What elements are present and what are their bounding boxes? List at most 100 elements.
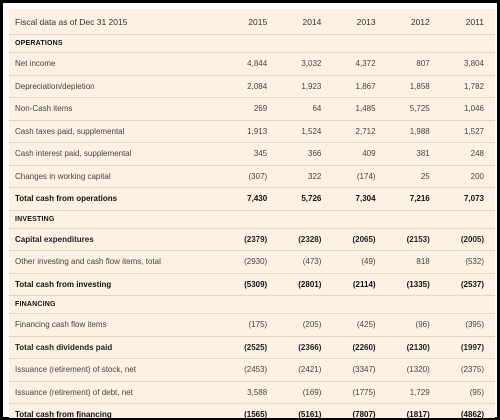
row-value: (2930) xyxy=(224,250,279,274)
row-value: (1817) xyxy=(386,403,441,418)
row-value: (1565) xyxy=(224,403,279,418)
row-value: (2260) xyxy=(332,336,387,359)
row-value: 1,782 xyxy=(440,75,495,98)
row-value: (49) xyxy=(332,250,387,274)
row-value: (2366) xyxy=(278,336,333,359)
row-value: 4,844 xyxy=(224,52,279,76)
row-value: 3,804 xyxy=(440,52,495,76)
row-value: 345 xyxy=(224,142,279,166)
row-value: 409 xyxy=(332,142,387,166)
table-row: Capital expenditures (2379) (2328) (2065) (2… xyxy=(9,228,495,251)
row-value: (2421) xyxy=(278,358,333,382)
row-value: 200 xyxy=(440,165,495,188)
row-value: (5309) xyxy=(224,273,279,296)
row-value: 7,216 xyxy=(386,187,441,211)
row-value: (174) xyxy=(332,165,387,188)
table-row: Financing cash flow items (175) (205) (425)… xyxy=(9,313,495,337)
row-value: 248 xyxy=(440,142,495,166)
row-value: (2379) xyxy=(224,228,279,251)
table-row: Total cash from operations 7,430 5,726 7,30… xyxy=(9,187,495,211)
row-value: (473) xyxy=(278,250,333,274)
row-value: (2525) xyxy=(224,336,279,359)
row-label: Other investing and cash flow items, tot… xyxy=(9,250,225,274)
table-row: Other investing and cash flow items, tot… xyxy=(9,250,495,274)
row-value: (2328) xyxy=(278,228,333,251)
table-row: Issuance (retirement) of stock, net (2453… xyxy=(9,358,495,382)
section-header-operations: OPERATIONS xyxy=(9,34,495,53)
cash-flow-panel: Fiscal data as of Dec 31 2015 2015 2014 … xyxy=(9,9,495,418)
table-row: Changes in working capital (307) 322 (174) 2… xyxy=(9,165,495,188)
row-label: Total cash from operations xyxy=(9,187,225,211)
row-label: Total cash from investing xyxy=(9,273,225,296)
header-row: Fiscal data as of Dec 31 2015 2015 2014 … xyxy=(9,9,495,35)
row-label: Total cash from financing xyxy=(9,403,225,418)
row-value: (96) xyxy=(386,313,441,337)
row-value: (2114) xyxy=(332,273,387,296)
row-value: (3347) xyxy=(332,358,387,382)
row-value: (205) xyxy=(278,313,333,337)
row-value: (175) xyxy=(224,313,279,337)
row-value: (169) xyxy=(278,381,333,404)
row-value: 7,073 xyxy=(440,187,495,211)
section-header-investing: INVESTING xyxy=(9,210,495,229)
row-value: (4862) xyxy=(440,403,495,418)
row-value: (307) xyxy=(224,165,279,188)
row-value: (2537) xyxy=(440,273,495,296)
row-value: 4,372 xyxy=(332,52,387,76)
row-value: 64 xyxy=(278,97,333,121)
year-header: 2015 xyxy=(224,9,279,35)
row-value: 381 xyxy=(386,142,441,166)
year-header: 2014 xyxy=(278,9,333,35)
row-value: 1,867 xyxy=(332,75,387,98)
section-title: FINANCING xyxy=(9,295,495,314)
year-header: 2012 xyxy=(386,9,441,35)
table-row: Cash taxes paid, supplemental 1,913 1,524 2… xyxy=(9,120,495,143)
row-value: 1,527 xyxy=(440,120,495,143)
row-value: (1775) xyxy=(332,381,387,404)
table-row: Total cash from financing (1565) (5161) (78… xyxy=(9,403,495,418)
row-value: 818 xyxy=(386,250,441,274)
row-value: (2801) xyxy=(278,273,333,296)
row-label: Issuance (retirement) of debt, net xyxy=(9,381,225,404)
row-value: 2,712 xyxy=(332,120,387,143)
row-value: 269 xyxy=(224,97,279,121)
row-value: 1,923 xyxy=(278,75,333,98)
section-title: INVESTING xyxy=(9,210,495,229)
section-header-financing: FINANCING xyxy=(9,295,495,314)
row-label: Total cash dividends paid xyxy=(9,336,225,359)
row-value: 1,988 xyxy=(386,120,441,143)
row-label: Non-Cash items xyxy=(9,97,225,121)
row-value: 1,858 xyxy=(386,75,441,98)
year-header: 2013 xyxy=(332,9,387,35)
year-header: 2011 xyxy=(440,9,495,35)
row-value: (2005) xyxy=(440,228,495,251)
row-value: (2453) xyxy=(224,358,279,382)
row-value: 3,588 xyxy=(224,381,279,404)
row-value: 1,913 xyxy=(224,120,279,143)
row-value: (95) xyxy=(440,381,495,404)
row-label: Net income xyxy=(9,52,225,76)
row-value: (2375) xyxy=(440,358,495,382)
row-value: 5,726 xyxy=(278,187,333,211)
cash-flow-table: Fiscal data as of Dec 31 2015 2015 2014 … xyxy=(9,9,495,418)
row-value: 25 xyxy=(386,165,441,188)
row-value: 366 xyxy=(278,142,333,166)
row-value: 807 xyxy=(386,52,441,76)
row-label: Changes in working capital xyxy=(9,165,225,188)
table-row: Net income 4,844 3,032 4,372 807 3,804 xyxy=(9,52,495,76)
row-value: 7,304 xyxy=(332,187,387,211)
row-value: (1335) xyxy=(386,273,441,296)
table-row: Issuance (retirement) of debt, net 3,588(… xyxy=(9,381,495,404)
row-label: Depreciation/depletion xyxy=(9,75,225,98)
row-value: (2065) xyxy=(332,228,387,251)
row-value: 5,725 xyxy=(386,97,441,121)
row-value: (2153) xyxy=(386,228,441,251)
table-row: Cash interest paid, supplemental 345 366 40… xyxy=(9,142,495,166)
row-value: 1,729 xyxy=(386,381,441,404)
table-row: Total cash dividends paid (2525) (2366) (22… xyxy=(9,336,495,359)
row-value: (532) xyxy=(440,250,495,274)
row-label: Capital expenditures xyxy=(9,228,225,251)
row-label: Issuance (retirement) of stock, net xyxy=(9,358,225,382)
row-value: (5161) xyxy=(278,403,333,418)
